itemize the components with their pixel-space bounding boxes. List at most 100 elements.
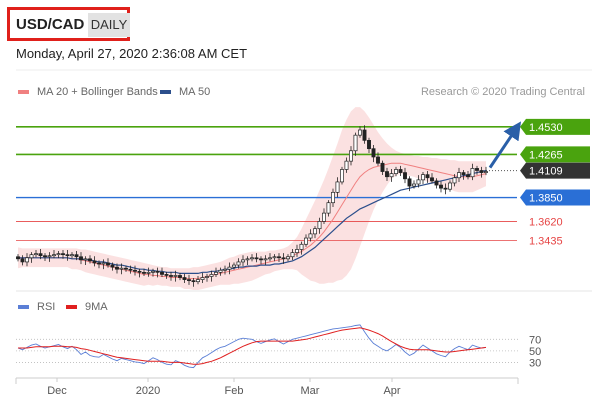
candle-body <box>38 253 43 257</box>
candle-body <box>344 160 349 170</box>
candle-body <box>380 162 385 172</box>
candle-body <box>349 150 353 162</box>
candle-body <box>151 270 155 273</box>
candle-body <box>178 275 182 278</box>
candle <box>187 274 191 285</box>
rsi-level-label-70: 70 <box>529 334 541 346</box>
candle-body <box>47 255 52 258</box>
candle-body <box>470 168 475 178</box>
candle <box>353 132 358 156</box>
candle <box>394 166 398 177</box>
candle-body <box>146 271 151 274</box>
candle <box>376 152 380 166</box>
candle <box>214 267 218 278</box>
candle-body <box>416 179 421 185</box>
rsi-series-9ma <box>18 327 487 365</box>
candle-body <box>385 171 389 178</box>
research-credit: Research © 2020 Trading Central <box>420 86 585 98</box>
candle <box>371 145 376 163</box>
candle <box>421 172 425 185</box>
candle <box>56 251 61 259</box>
rsi-swatch <box>18 305 29 309</box>
candle <box>236 258 241 269</box>
candle <box>124 265 128 272</box>
level-tag-bg <box>520 189 590 206</box>
candle <box>448 180 452 192</box>
candle-body <box>452 177 457 184</box>
candle <box>106 258 110 268</box>
candle-body <box>254 257 259 260</box>
level-tag-text: 1.4530 <box>529 122 563 134</box>
candle-body <box>52 254 56 257</box>
x-axis: Dec 2020 Feb Mar Apr <box>15 377 519 397</box>
candle <box>178 272 182 281</box>
legend-rsi: RSI <box>18 301 55 313</box>
candle <box>227 262 232 275</box>
candle <box>362 125 367 144</box>
candle <box>331 188 335 207</box>
candle-body <box>160 271 164 275</box>
candle <box>119 263 124 275</box>
candle-body <box>61 253 65 256</box>
x-tick-label: Feb <box>225 385 244 397</box>
candle <box>272 254 277 262</box>
candle <box>340 166 344 185</box>
legend-ma20: MA 20 + Bollinger Bands <box>18 86 158 98</box>
level-tag-bg <box>520 146 590 163</box>
candle <box>335 177 340 198</box>
level-tag-1.3850: 1.3850 <box>520 189 590 206</box>
candle-body <box>196 279 200 283</box>
candle <box>443 183 448 195</box>
candle-body <box>110 264 115 268</box>
candle-body <box>389 173 394 178</box>
candle-body <box>394 169 398 174</box>
candle <box>457 167 461 183</box>
candle <box>83 256 88 265</box>
candle-body <box>173 275 178 277</box>
report-datetime: Monday, April 27, 2020 2:36:08 AM CET <box>16 46 248 61</box>
candle <box>209 270 214 282</box>
level-tag-text: 1.4265 <box>529 149 563 161</box>
candle <box>416 175 421 188</box>
timeframe-badge[interactable]: DAILY <box>88 13 130 37</box>
candle-body <box>250 257 254 260</box>
candle <box>317 217 322 234</box>
candle-body <box>124 267 128 270</box>
rsi-level-label-50: 50 <box>529 346 541 358</box>
legend-ma50-label: MA 50 <box>179 86 211 98</box>
level-tag-bg <box>520 162 590 179</box>
candle-body <box>358 129 362 136</box>
candle-body <box>128 268 133 271</box>
candle-body <box>209 274 214 277</box>
candle <box>308 229 313 242</box>
candle <box>245 256 250 265</box>
candle-body <box>169 275 173 277</box>
candle <box>88 255 92 264</box>
candle-body <box>457 172 461 179</box>
candle-body <box>74 254 79 258</box>
candle <box>412 180 416 189</box>
candle-body <box>403 172 407 180</box>
candle <box>466 171 470 180</box>
candle <box>164 271 169 279</box>
candle-body <box>335 181 340 193</box>
candle <box>191 278 196 287</box>
candle <box>407 176 412 192</box>
candle-body <box>484 171 488 173</box>
candle <box>155 267 160 278</box>
candle <box>142 268 146 276</box>
candle <box>326 200 331 217</box>
candle <box>295 244 299 257</box>
candle <box>110 262 115 271</box>
candle <box>389 168 394 182</box>
candle <box>232 262 236 270</box>
candle <box>475 165 479 175</box>
candle <box>101 259 106 270</box>
candle <box>398 165 403 177</box>
candle <box>479 166 484 178</box>
candle <box>452 174 457 187</box>
candle-body <box>56 253 61 256</box>
candle <box>322 208 326 225</box>
legend-rsi-ma-label: 9MA <box>85 301 108 313</box>
